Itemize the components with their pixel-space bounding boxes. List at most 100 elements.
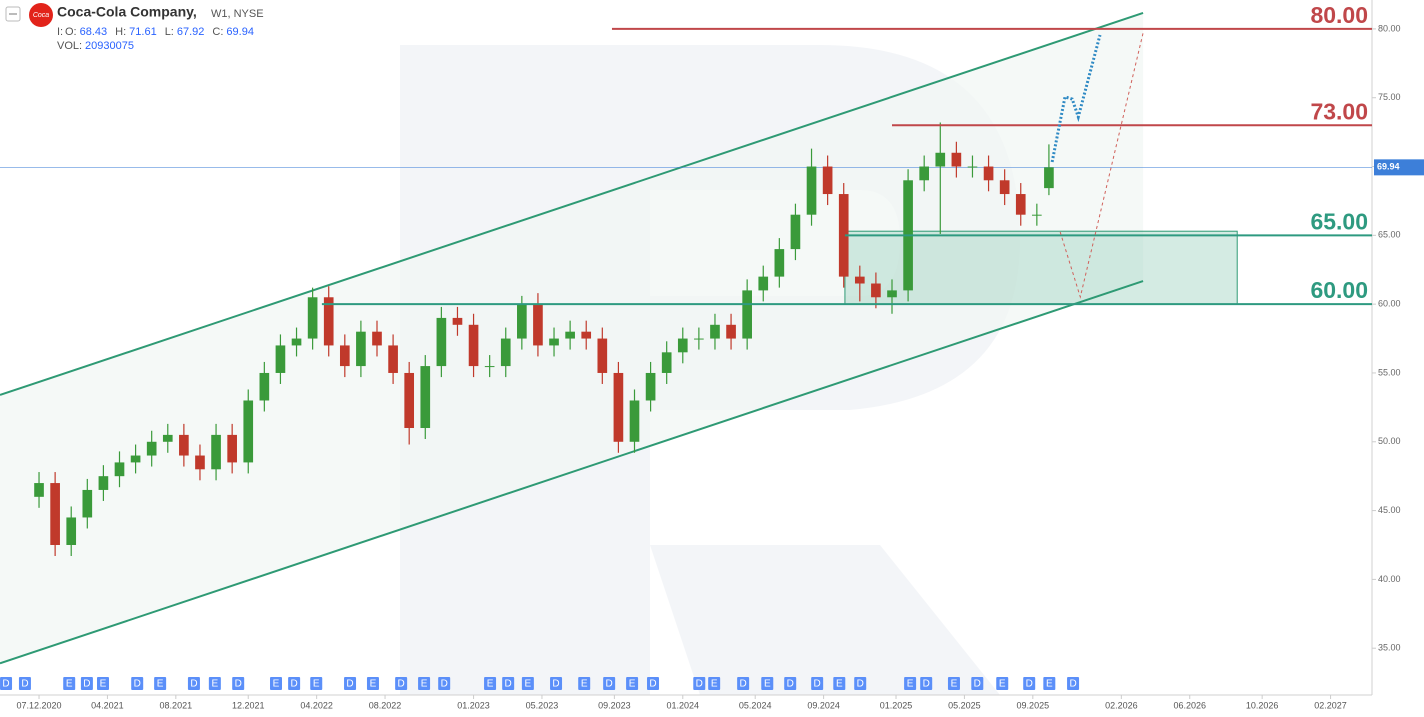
event-label: D [649, 679, 656, 690]
event-marker [833, 677, 846, 690]
candle-body [935, 152, 946, 167]
event-label: D [290, 679, 297, 690]
x-tick-label: 05.2023 [526, 700, 559, 710]
candle-body [146, 441, 157, 456]
x-tick-label: 09.2023 [598, 700, 631, 710]
candle-body [549, 338, 559, 346]
event-marker [502, 677, 515, 690]
level-label: 80.00 [1310, 2, 1368, 28]
ohlc-label: C: [212, 26, 223, 38]
candle-body [887, 290, 897, 298]
event-marker [187, 677, 200, 690]
event-marker [232, 677, 245, 690]
event-label: D [83, 679, 90, 690]
candle-body [82, 489, 93, 518]
last-price-tag [1374, 159, 1424, 176]
candle-body [34, 483, 44, 497]
candle-body [66, 517, 77, 545]
event-marker [18, 677, 31, 690]
candle-body [420, 366, 431, 429]
event-label: D [441, 679, 448, 690]
candle-body [259, 372, 270, 401]
event-marker [288, 677, 301, 690]
event-label: D [696, 679, 703, 690]
event-marker [63, 677, 76, 690]
candle-body [790, 214, 801, 250]
event-marker [904, 677, 917, 690]
event-marker [1043, 677, 1056, 690]
event-label: E [100, 679, 107, 690]
last-price-label: 69.94 [1377, 162, 1400, 172]
event-marker [344, 677, 357, 690]
event-marker [366, 677, 379, 690]
event-marker [484, 677, 497, 690]
event-marker [395, 677, 408, 690]
event-marker [521, 677, 534, 690]
level-label: 60.00 [1310, 277, 1368, 303]
x-tick-label: 09.2024 [807, 700, 840, 710]
candle-body [806, 166, 817, 215]
candle-body [114, 462, 125, 477]
event-label: E [487, 679, 494, 690]
channel-line [0, 280, 1144, 665]
event-marker [208, 677, 221, 690]
event-label: E [525, 679, 532, 690]
candle-body [468, 324, 479, 367]
event-label: E [157, 679, 164, 690]
volume-label: VOL: [57, 40, 82, 52]
ohlc-value: 67.92 [177, 26, 205, 38]
candle-body [661, 352, 672, 373]
event-marker [1023, 677, 1036, 690]
candle-body [1015, 194, 1026, 215]
event-label: E [629, 679, 636, 690]
event-marker [310, 677, 323, 690]
y-tick-label: 50.00 [1378, 436, 1401, 446]
event-label: E [836, 679, 843, 690]
event-marker [603, 677, 616, 690]
candle-body [1044, 167, 1054, 189]
event-label: E [999, 679, 1006, 690]
candle-body [195, 455, 205, 470]
event-label: E [581, 679, 588, 690]
event-marker [270, 677, 283, 690]
candle-body [517, 304, 527, 339]
event-label: D [21, 679, 28, 690]
event-label: E [370, 679, 377, 690]
event-label: E [421, 679, 428, 690]
candle-body [597, 338, 608, 373]
x-tick-label: 01.2024 [667, 700, 700, 710]
y-tick-label: 35.00 [1378, 643, 1401, 653]
event-marker [947, 677, 960, 690]
event-marker [996, 677, 1009, 690]
level-label: 73.00 [1310, 98, 1368, 124]
candle-body [356, 331, 366, 367]
candle-body [372, 331, 382, 346]
candle-body [98, 476, 109, 490]
x-tick-label: 01.2025 [880, 700, 913, 710]
candle-body [452, 317, 463, 325]
candle-body [919, 166, 930, 181]
y-tick-label: 75.00 [1378, 92, 1401, 102]
candle-body [983, 166, 994, 181]
y-tick-label: 65.00 [1378, 230, 1401, 240]
ohlc-label: L: [165, 26, 174, 38]
candle-body [677, 338, 688, 353]
ohlc-row: O: 68.43 H: 71.61 L: 67.92 C: 69.94 I: [57, 26, 254, 38]
candle-body [436, 317, 447, 367]
candle-body [339, 345, 350, 367]
interval: W1, NYSE [211, 8, 264, 20]
candle-body [967, 166, 978, 168]
candle-body [710, 324, 720, 339]
x-tick-label: 02.2027 [1314, 700, 1347, 710]
event-label: D [974, 679, 981, 690]
logo [29, 3, 53, 27]
event-label: D [235, 679, 242, 690]
x-tick-label: 01.2023 [457, 700, 490, 710]
y-tick-label: 55.00 [1378, 367, 1401, 377]
event-label: E [212, 679, 219, 690]
chart-title: Coca-Cola Company, [57, 4, 197, 20]
candle-body [1032, 214, 1042, 216]
level-label: 65.00 [1310, 208, 1368, 234]
